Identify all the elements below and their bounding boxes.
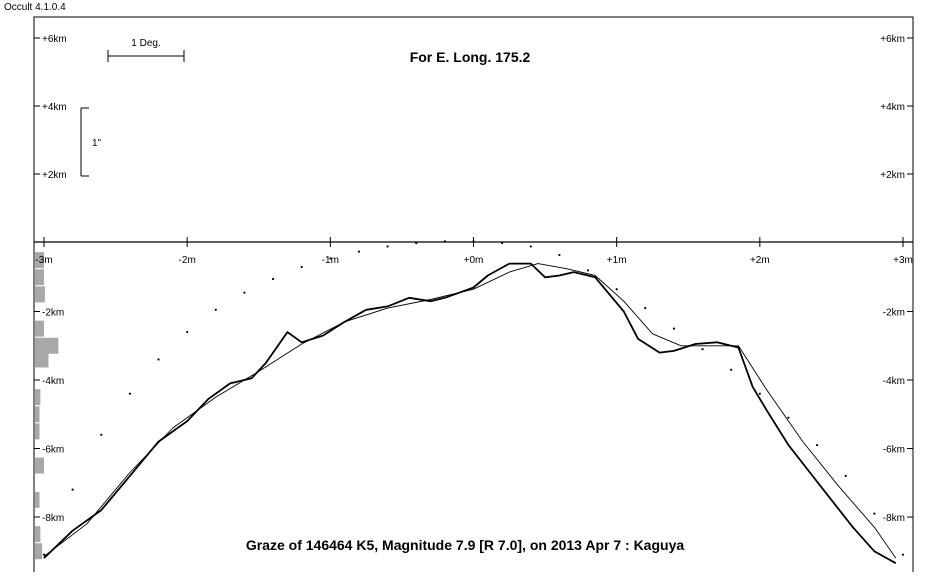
histogram-bar: [35, 543, 43, 560]
limb-dot: [415, 241, 418, 245]
limb-dot: [71, 488, 74, 491]
x-tick-label: +0m: [464, 255, 484, 266]
limb-dot: [901, 553, 905, 556]
y-tick-label-left: +4km: [42, 102, 67, 113]
limb-dot: [844, 474, 847, 477]
y-tick-label-left: +2km: [42, 170, 67, 181]
y-tick-label-right: +2km: [880, 170, 905, 181]
limb-dot: [529, 245, 532, 248]
x-tick-label: -3m: [35, 255, 52, 266]
chart-title: Graze of 146464 K5, Magnitude 7.9 [R 7.0…: [246, 537, 685, 553]
limb-dot: [271, 277, 275, 281]
limb-dot: [42, 553, 46, 556]
x-tick-label: -1m: [322, 255, 339, 266]
histogram-bar: [35, 269, 44, 286]
y-tick-label-left: +6km: [42, 34, 67, 45]
limb-dot: [214, 308, 217, 311]
limb-dot: [300, 265, 303, 269]
histogram-bar: [35, 389, 41, 406]
y-tick-label-right: +4km: [880, 102, 905, 113]
limb-dot: [730, 368, 733, 371]
limb-dot: [672, 327, 676, 330]
y-tick-label-left: -6km: [42, 445, 64, 456]
y-tick-label-left: -4km: [42, 376, 64, 387]
limb-dot: [701, 348, 704, 351]
x-tick-label: +2m: [750, 255, 770, 266]
limb-dot: [128, 392, 131, 395]
limb-dot: [644, 306, 647, 310]
degree-scale-label: 1 Deg.: [131, 38, 160, 49]
y-tick-label-right: -4km: [883, 376, 905, 387]
limb-dot: [329, 257, 332, 260]
limb-dot: [586, 269, 590, 272]
x-tick-label: -2m: [179, 255, 196, 266]
y-tick-label-left: -8km: [42, 513, 64, 524]
histogram-bar: [35, 491, 40, 508]
limb-dot: [558, 253, 561, 257]
limb-dot: [386, 245, 389, 248]
chart-subtitle: For E. Long. 175.2: [410, 49, 531, 65]
limb-profile-line: [43, 262, 897, 564]
y-tick-label-right: +6km: [880, 34, 905, 45]
y-tick-label-right: -6km: [883, 445, 905, 456]
histogram-bar: [35, 423, 40, 440]
arcsec-scale-label: 1": [92, 138, 102, 149]
limb-dot: [787, 416, 790, 419]
smoothed-profile-line: [43, 263, 897, 559]
y-tick-label-left: -2km: [42, 308, 64, 319]
limb-dot: [816, 443, 819, 447]
x-tick-label: +1m: [607, 255, 627, 266]
y-tick-label-right: -8km: [883, 513, 905, 524]
histogram-bar: [35, 457, 44, 474]
histogram-bar: [35, 320, 44, 337]
limb-dot: [100, 433, 103, 436]
limb-dot: [758, 392, 761, 395]
app-title: Occult 4.1.0.4: [4, 2, 66, 13]
histogram-bar: [35, 252, 44, 269]
histogram-bar: [35, 526, 41, 543]
histogram-bar: [35, 351, 49, 368]
x-tick-label: +3m: [893, 255, 913, 266]
limb-dot: [873, 512, 876, 515]
histogram-bar: [35, 337, 59, 354]
limb-dot: [501, 241, 504, 245]
histogram-bar: [35, 286, 45, 303]
limb-dot: [157, 358, 160, 361]
limb-dot: [186, 330, 189, 334]
histogram-bar: [35, 406, 40, 423]
limb-dot: [357, 250, 361, 253]
limb-dot: [243, 291, 246, 294]
limb-dot: [443, 240, 446, 243]
limb-dot: [615, 288, 618, 291]
y-tick-label-right: -2km: [883, 308, 905, 319]
